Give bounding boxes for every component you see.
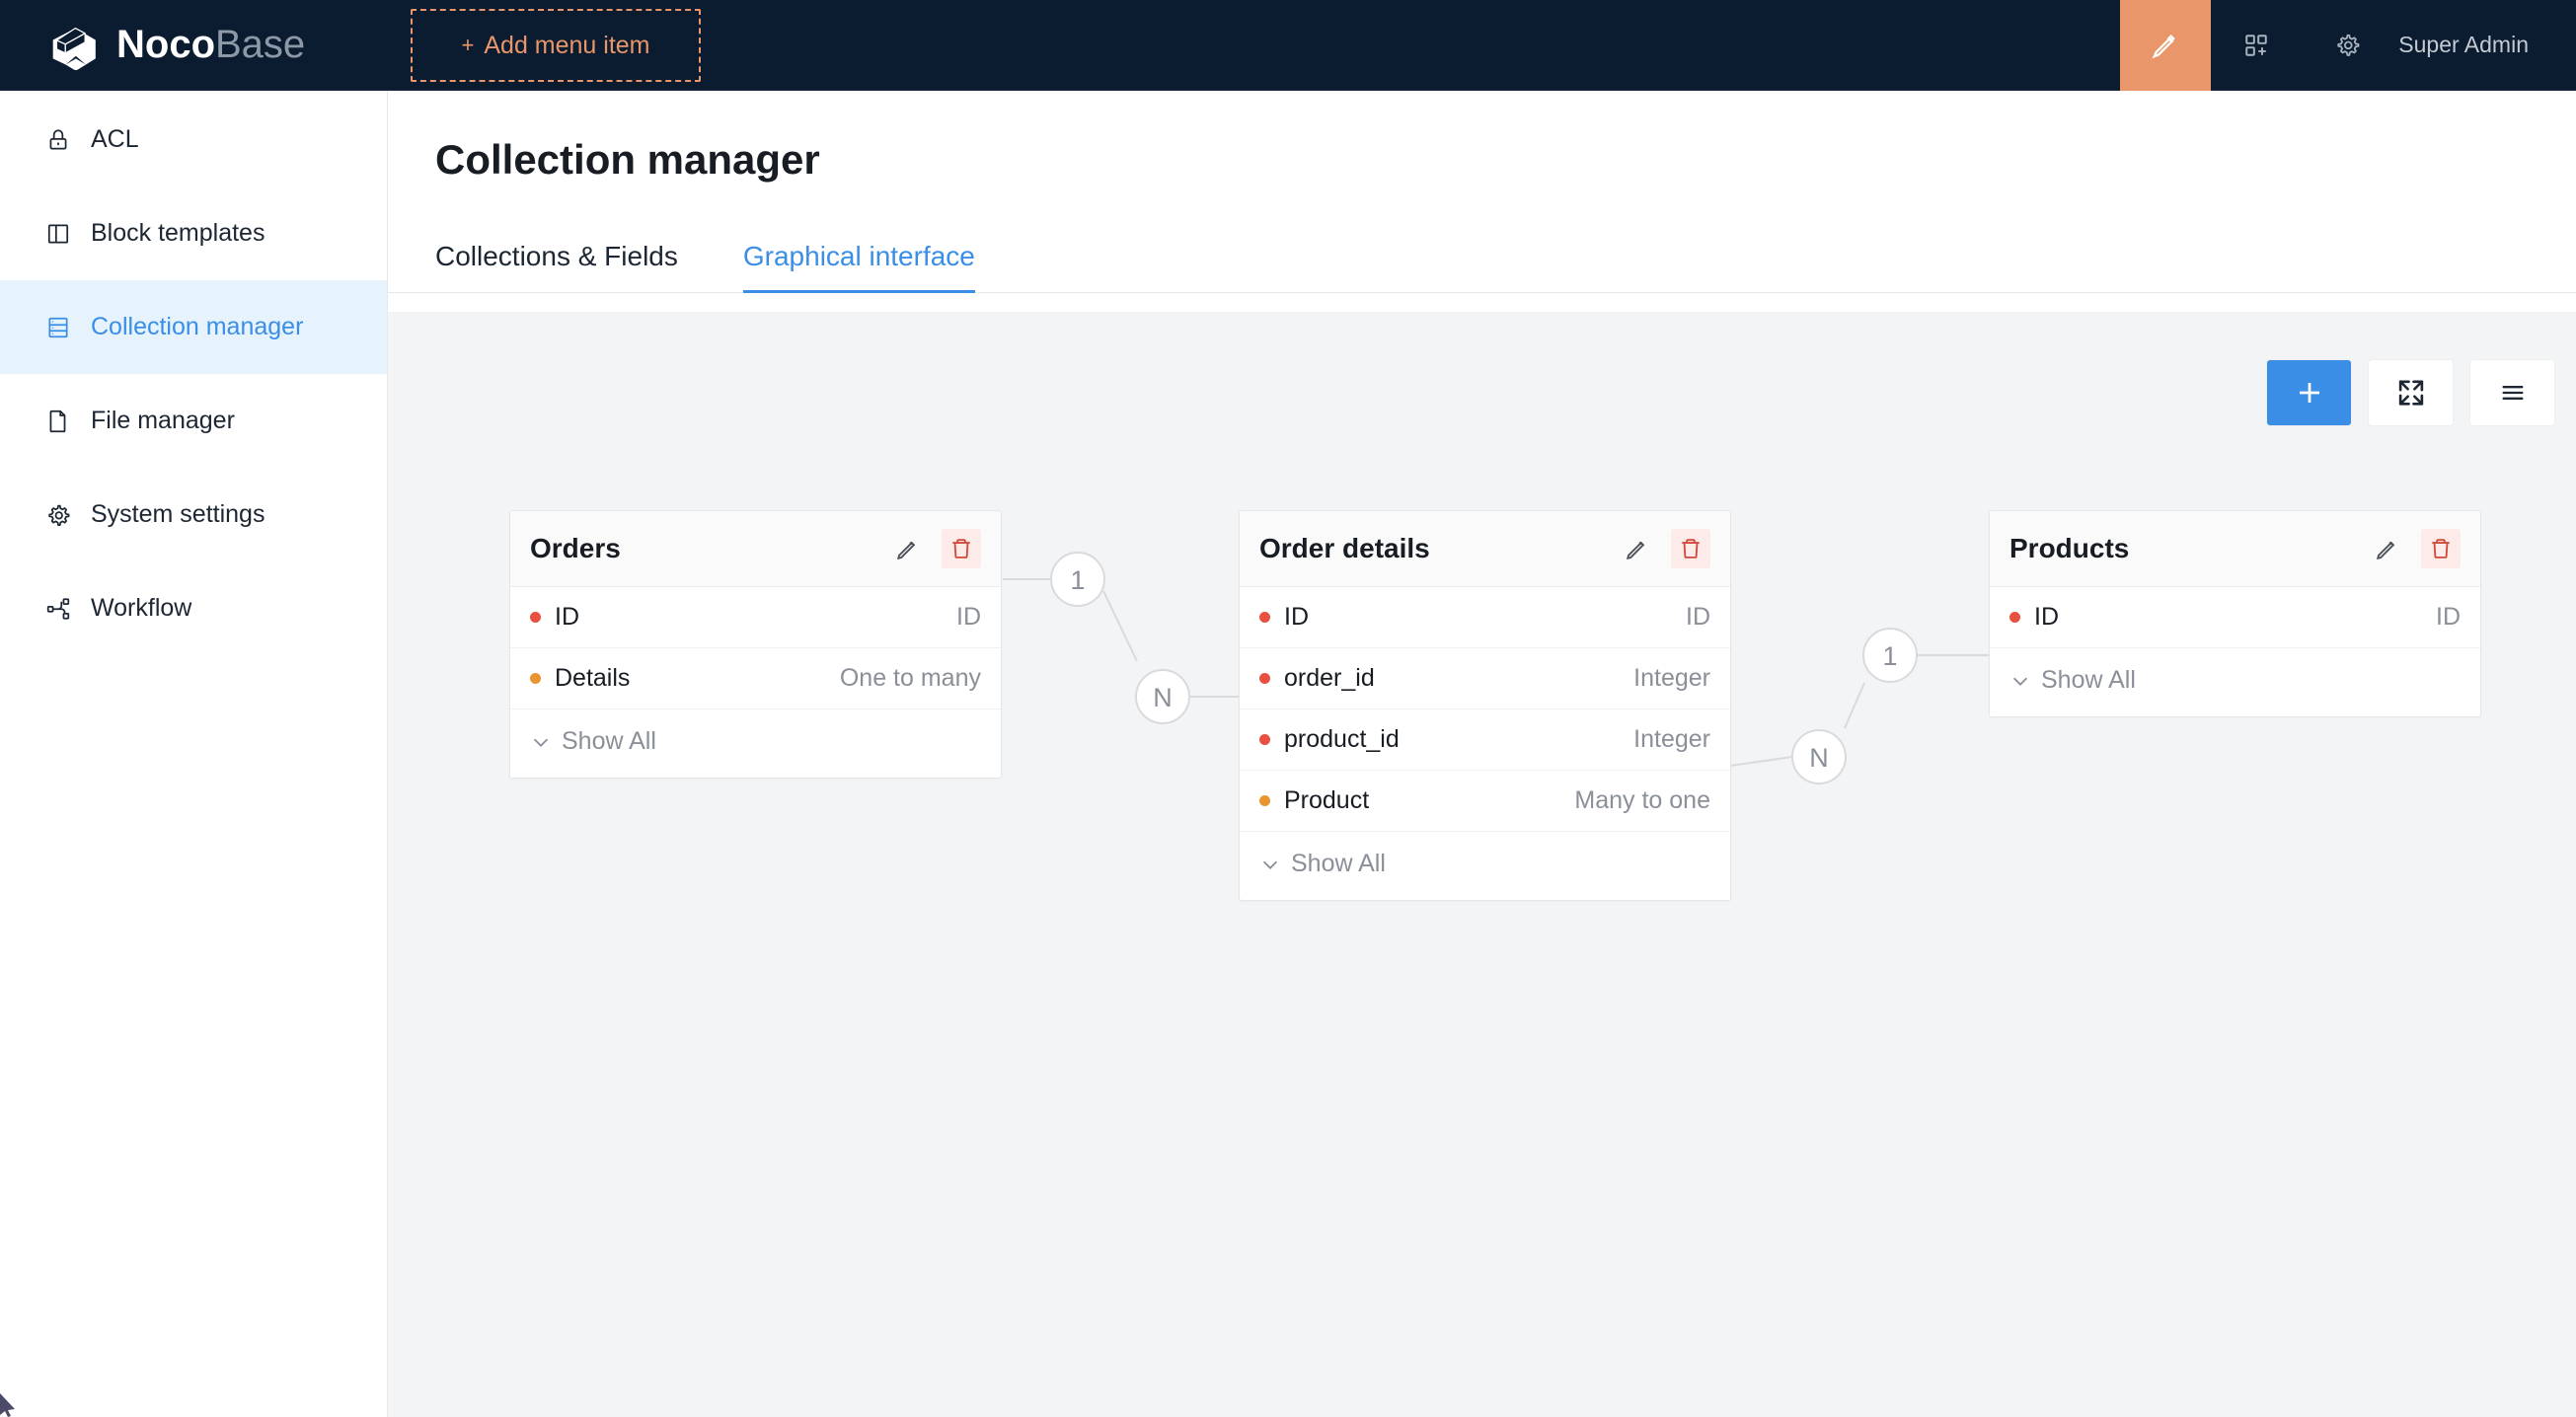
svg-text:1: 1	[1882, 641, 1897, 671]
svg-text:1: 1	[1070, 565, 1085, 595]
svg-text:N: N	[1153, 683, 1173, 712]
svg-text:N: N	[1809, 743, 1829, 773]
